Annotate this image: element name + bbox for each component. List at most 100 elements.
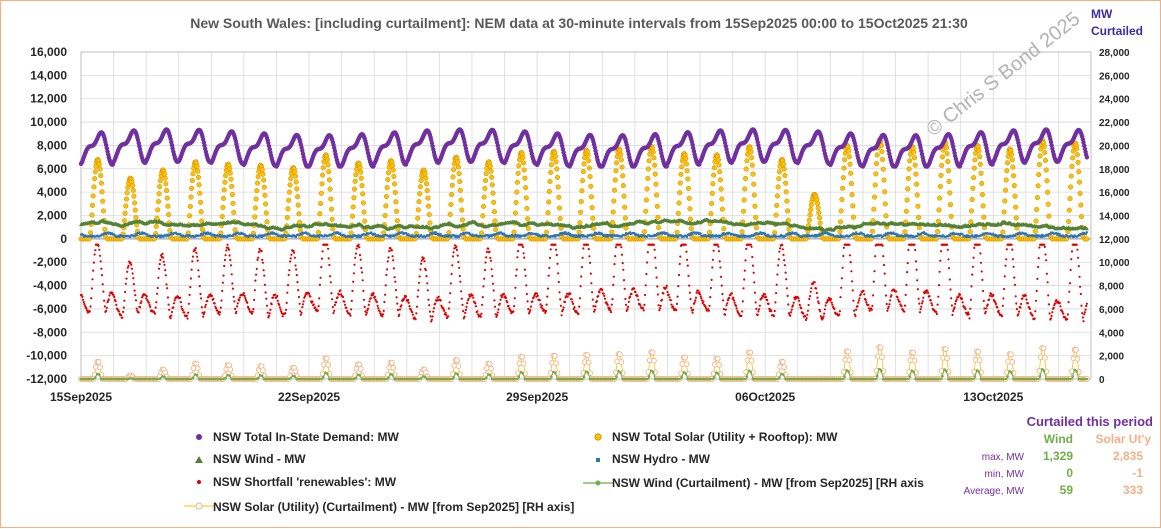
shortfall-point <box>199 285 201 287</box>
wind-curtailment-point <box>972 378 975 381</box>
shortfall-point <box>101 274 103 276</box>
solar-point <box>195 169 200 174</box>
solar-point <box>384 204 389 209</box>
solar-point <box>227 166 232 171</box>
solar-point <box>1067 208 1072 213</box>
solar-point <box>785 209 790 214</box>
shortfall-point <box>251 313 253 315</box>
solar-point <box>327 178 332 183</box>
solar-point <box>1010 158 1015 163</box>
solar-point <box>163 176 168 181</box>
shortfall-point <box>1045 259 1047 261</box>
solar-point <box>1085 237 1090 242</box>
shortfall-point <box>419 275 421 277</box>
shortfall-point <box>614 255 616 257</box>
solar-curtailment-point <box>878 345 883 350</box>
shortfall-point <box>547 288 549 290</box>
wind-curtailment-point <box>489 374 492 377</box>
solar-point <box>749 150 754 155</box>
shortfall-point <box>514 297 516 299</box>
shortfall-point <box>461 304 463 306</box>
shortfall-point <box>102 283 104 285</box>
shortfall-point <box>874 255 876 257</box>
shortfall-point <box>427 289 429 291</box>
shortfall-point <box>776 284 778 286</box>
shortfall-point <box>656 285 658 287</box>
shortfall-point <box>787 303 789 305</box>
wind-curtailment-point <box>1071 375 1074 378</box>
shortfall-point <box>269 312 271 314</box>
shortfall-point <box>724 314 726 316</box>
solar-curtailment-point <box>945 356 950 361</box>
solar-point <box>620 174 625 179</box>
right-axis-label-line1: MW <box>1091 7 1113 21</box>
solar-curtailment-point <box>521 361 526 366</box>
shortfall-point <box>907 249 909 251</box>
shortfall-point <box>653 244 655 246</box>
shortfall-point <box>594 309 596 311</box>
solar-point <box>687 196 692 201</box>
shortfall-point <box>296 281 298 283</box>
shortfall-point <box>871 305 873 307</box>
shortfall-point <box>433 307 435 309</box>
shortfall-point <box>815 287 817 289</box>
shortfall-point <box>972 266 974 268</box>
wind-curtailment-point <box>581 378 584 381</box>
solar-point <box>914 182 919 187</box>
shortfall-point <box>363 299 365 301</box>
shortfall-point <box>168 309 170 311</box>
shortfall-point <box>267 312 269 314</box>
shortfall-point <box>732 297 734 299</box>
shortfall-point <box>1077 257 1079 259</box>
shortfall-point <box>331 298 333 300</box>
shortfall-point <box>465 306 467 308</box>
shortfall-point <box>873 281 875 283</box>
shortfall-point <box>451 264 453 266</box>
solar-point <box>642 230 647 235</box>
shortfall-point <box>386 268 388 270</box>
shortfall-point <box>265 298 267 300</box>
shortfall-point <box>590 282 592 284</box>
solar-point <box>484 171 489 176</box>
shortfall-point <box>133 283 135 285</box>
shortfall-point <box>882 245 884 247</box>
solar-point <box>263 202 268 207</box>
shortfall-point <box>655 267 657 269</box>
shortfall-point <box>666 291 668 293</box>
shortfall-point <box>948 267 950 269</box>
shortfall-point <box>408 305 410 307</box>
shortfall-point <box>970 285 972 287</box>
solar-point <box>155 208 160 213</box>
shortfall-point <box>313 303 315 305</box>
shortfall-point <box>855 309 857 311</box>
wind-curtailment-point <box>652 371 655 374</box>
solar-curtailment-point <box>912 358 917 363</box>
solar-point <box>262 185 267 190</box>
solar-point <box>676 211 681 216</box>
shortfall-point <box>536 293 538 295</box>
shortfall-point <box>694 301 696 303</box>
shortfall-point <box>1067 313 1069 315</box>
shortfall-point <box>195 252 197 254</box>
shortfall-point <box>1082 316 1084 318</box>
shortfall-point <box>843 247 845 249</box>
shortfall-point <box>725 304 727 306</box>
solar-point <box>490 183 495 188</box>
right-axis-ticks: 28,00026,00024,00022,00020,00018,00016,0… <box>1099 48 1130 386</box>
solar-point <box>838 220 843 225</box>
solar-point <box>91 194 96 199</box>
solar-point <box>744 167 749 172</box>
solar-point <box>221 205 226 210</box>
shortfall-point <box>220 299 222 301</box>
shortfall-point <box>377 305 379 307</box>
solar-point <box>614 168 619 173</box>
solar-point <box>1037 162 1042 167</box>
solar-point <box>423 172 428 177</box>
wind-curtailment-point <box>876 375 879 378</box>
solar-point <box>972 166 977 171</box>
shortfall-point <box>564 301 566 303</box>
solar-point <box>263 193 268 198</box>
shortfall-point <box>396 303 398 305</box>
solar-curtailment-point <box>489 366 494 371</box>
solar-point <box>872 207 877 212</box>
